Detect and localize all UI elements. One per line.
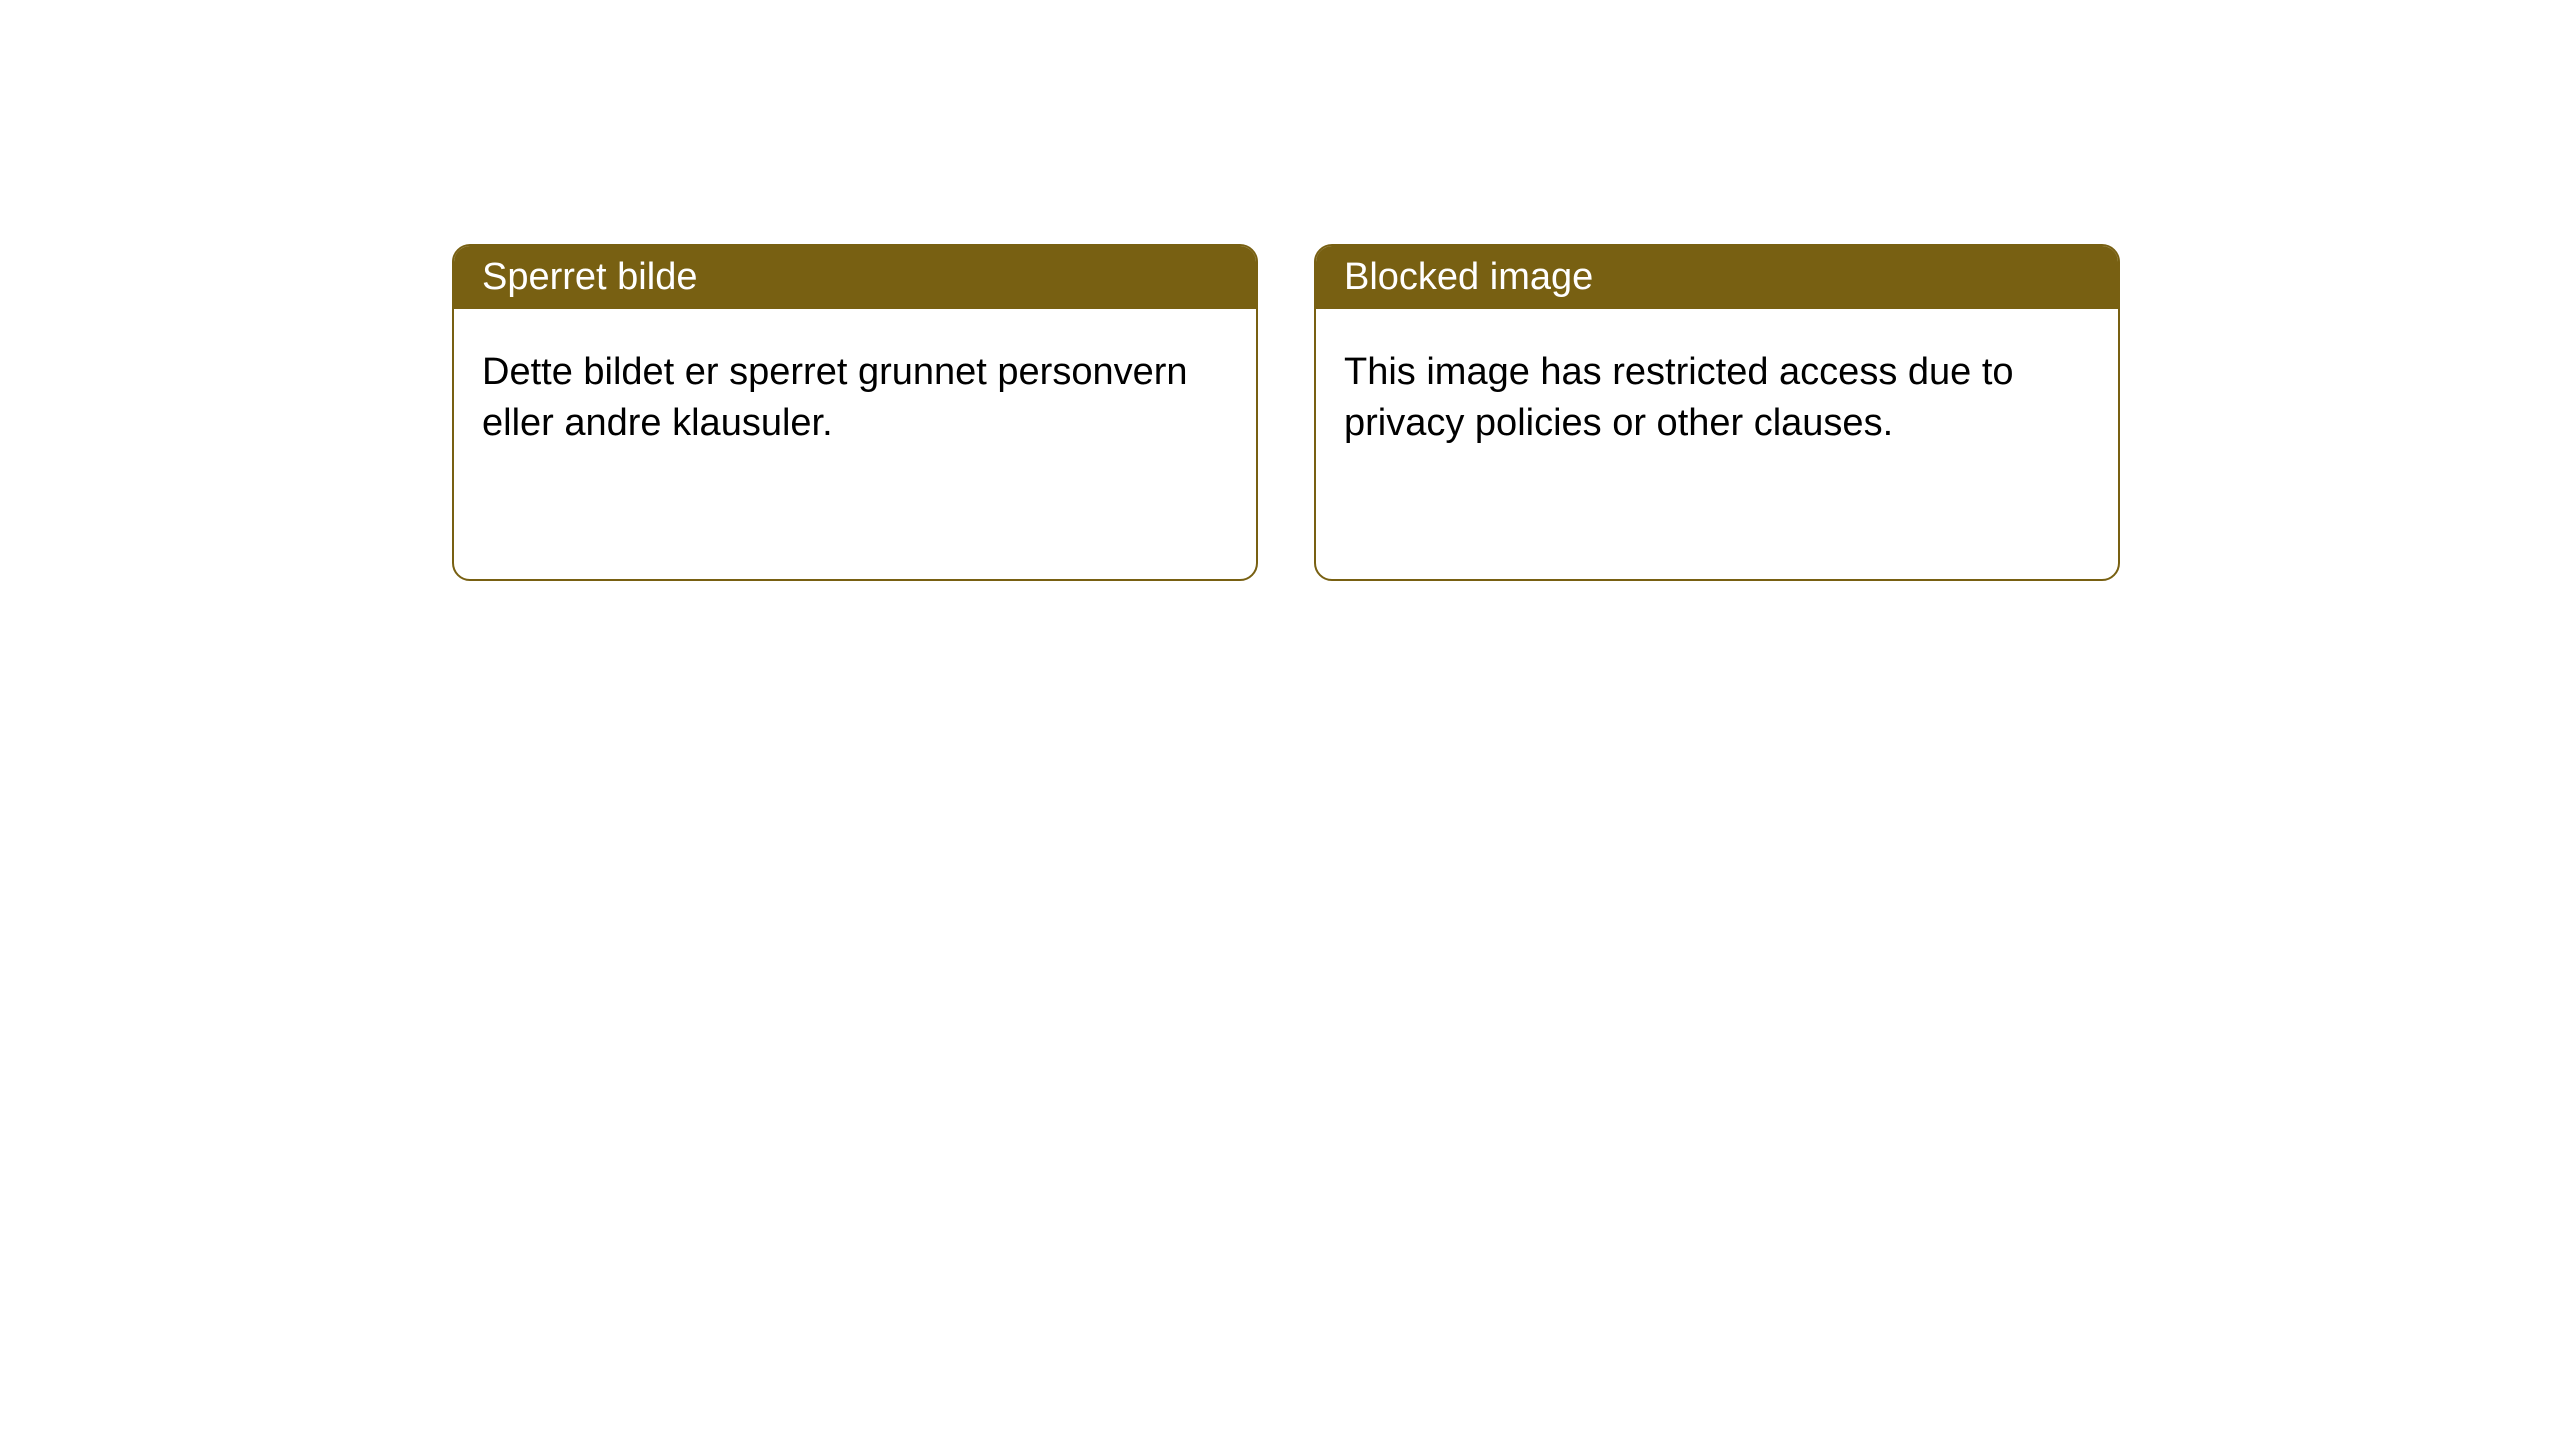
cards-container: Sperret bilde Dette bildet er sperret gr… xyxy=(0,0,2560,581)
card-body-text: This image has restricted access due to … xyxy=(1344,351,2014,444)
blocked-image-card-no: Sperret bilde Dette bildet er sperret gr… xyxy=(452,244,1258,581)
card-body-text: Dette bildet er sperret grunnet personve… xyxy=(482,351,1188,444)
card-header: Blocked image xyxy=(1316,246,2118,309)
card-body: This image has restricted access due to … xyxy=(1316,309,2118,579)
card-title: Blocked image xyxy=(1344,256,1593,298)
blocked-image-card-en: Blocked image This image has restricted … xyxy=(1314,244,2120,581)
card-body: Dette bildet er sperret grunnet personve… xyxy=(454,309,1256,579)
card-title: Sperret bilde xyxy=(482,256,697,298)
card-header: Sperret bilde xyxy=(454,246,1256,309)
